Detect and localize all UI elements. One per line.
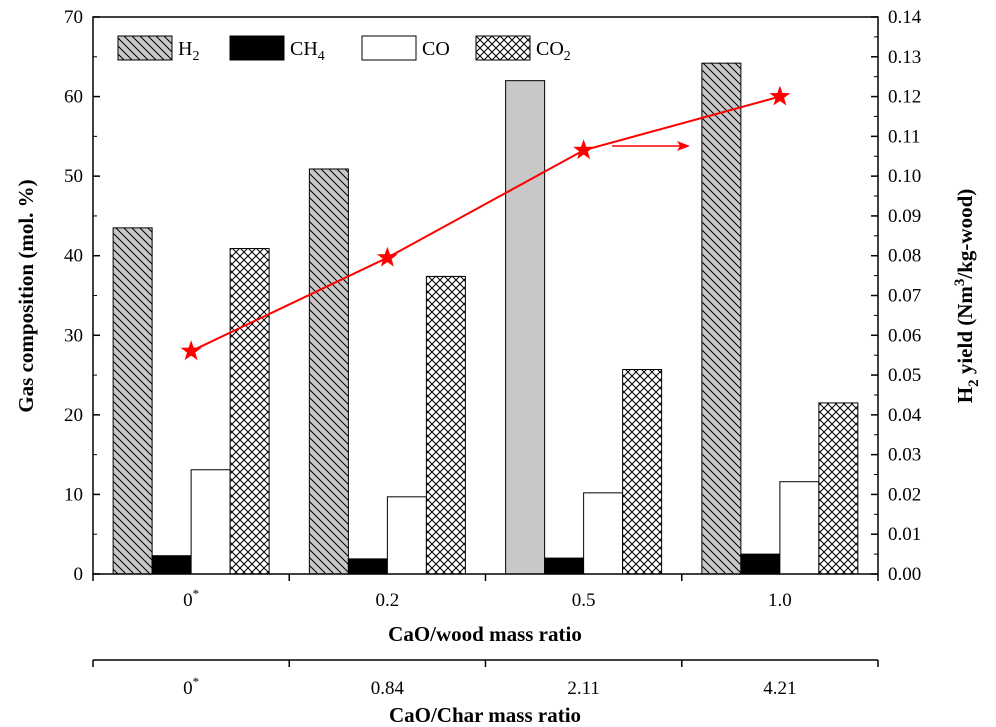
bar-co-2 xyxy=(583,492,624,575)
left-tick-label: 20 xyxy=(64,405,83,426)
x-axis-ticks: 0* 0.2 0.5 1.0 xyxy=(92,574,879,611)
bar-ch4-1 xyxy=(347,558,388,575)
right-tick-label: 0.13 xyxy=(888,47,921,68)
right-tick-label: 0.01 xyxy=(888,524,921,545)
legend-label-co2: CO2 xyxy=(536,38,571,64)
bar-ch4-3 xyxy=(740,553,781,575)
legend-swatch-co2 xyxy=(475,35,531,61)
legend-swatch-h2 xyxy=(117,35,173,61)
bars-layer xyxy=(112,62,859,575)
bar-co-1 xyxy=(386,496,427,575)
right-tick-label: 0.03 xyxy=(888,445,921,466)
right-tick-label: 0.10 xyxy=(888,166,921,187)
x-tick-label: 0.5 xyxy=(572,590,596,611)
legend-label-ch4: CH4 xyxy=(290,38,325,64)
h2-yield-point-3 xyxy=(769,85,791,106)
right-tick-label: 0.12 xyxy=(888,87,921,108)
right-tick-label: 0.00 xyxy=(888,564,921,585)
bar-ch4-2 xyxy=(544,557,585,575)
right-tick-label: 0.04 xyxy=(888,405,922,426)
secondary-x-tick-label: 0.84 xyxy=(371,678,405,699)
secondary-x-tick-label: 4.21 xyxy=(763,678,796,699)
legend: H2 CH4 CO CO2 xyxy=(117,35,571,64)
legend-swatch-co xyxy=(361,35,417,61)
bar-co2-0 xyxy=(229,248,270,575)
right-axis-ticks: 0.00 0.01 0.02 0.03 0.04 0.05 0.06 0.07 0.08 0.09… xyxy=(871,7,922,585)
bar-h2-0 xyxy=(112,227,153,575)
right-tick-label: 0.14 xyxy=(888,7,922,28)
bar-co2-3 xyxy=(818,402,859,575)
legend-label-co: CO xyxy=(422,38,450,60)
y-axis-title: Gas composition (mol. %) xyxy=(14,179,38,412)
secondary-x-axis-title: CaO/Char mass ratio xyxy=(389,703,581,727)
h2-yield-line-layer xyxy=(180,85,791,361)
legend-swatch-ch4 xyxy=(229,35,285,61)
bar-ch4-0 xyxy=(151,555,192,575)
bar-co2-1 xyxy=(425,275,466,575)
left-tick-label: 40 xyxy=(64,246,83,267)
left-axis-ticks: 0 10 20 30 40 50 60 70 xyxy=(64,7,100,585)
left-tick-label: 10 xyxy=(64,484,83,505)
right-tick-label: 0.06 xyxy=(888,325,921,346)
bar-co2-2 xyxy=(622,369,663,575)
right-tick-label: 0.09 xyxy=(888,206,921,227)
h2-yield-point-2 xyxy=(573,139,595,160)
bar-h2-2 xyxy=(505,80,546,575)
y2-axis-title: H2 yield (Nm3/kg-wood) xyxy=(952,189,982,404)
bar-h2-3 xyxy=(701,62,742,575)
left-tick-label: 60 xyxy=(64,87,83,108)
h2-yield-point-0 xyxy=(180,340,202,361)
right-tick-label: 0.05 xyxy=(888,365,921,386)
arrow-annotation xyxy=(612,141,690,151)
bar-co-0 xyxy=(190,469,231,575)
right-tick-label: 0.07 xyxy=(888,286,921,307)
h2-yield-point-1 xyxy=(376,246,398,267)
secondary-x-tick-label: 2.11 xyxy=(567,678,600,699)
left-tick-label: 70 xyxy=(64,7,83,28)
legend-label-h2: H2 xyxy=(178,38,199,64)
right-tick-label: 0.08 xyxy=(888,246,921,267)
bar-co-3 xyxy=(779,481,820,575)
right-tick-label: 0.11 xyxy=(888,126,921,147)
bar-h2-1 xyxy=(308,168,349,575)
x-tick-label: 0.2 xyxy=(376,590,400,611)
h2-yield-line xyxy=(190,95,781,353)
left-tick-label: 0 xyxy=(74,564,84,585)
left-tick-label: 30 xyxy=(64,325,83,346)
x-axis-title: CaO/wood mass ratio xyxy=(388,622,582,646)
secondary-x-axis-ticks: 0* 0.84 2.11 4.21 xyxy=(92,659,879,699)
secondary-x-tick-label: 0* xyxy=(183,674,199,699)
left-tick-label: 50 xyxy=(64,166,83,187)
right-tick-label: 0.02 xyxy=(888,484,921,505)
x-tick-label: 0* xyxy=(183,586,199,611)
x-tick-label: 1.0 xyxy=(768,590,792,611)
